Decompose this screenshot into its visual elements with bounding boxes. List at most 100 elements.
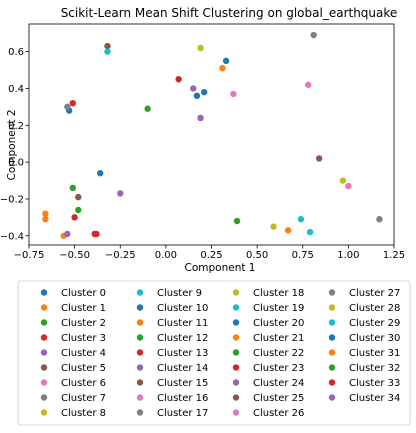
- data-point: [345, 182, 352, 190]
- data-point: [197, 44, 204, 52]
- legend-marker: [40, 349, 48, 356]
- legend-label: Cluster 33: [349, 378, 400, 389]
- legend-marker: [328, 349, 336, 356]
- data-point: [190, 85, 197, 92]
- data-point: [75, 193, 82, 201]
- legend-marker: [232, 349, 240, 356]
- legend-label: Cluster 8: [61, 408, 106, 419]
- legend-marker: [232, 409, 240, 416]
- y-tick-label: 0.0: [8, 158, 24, 169]
- legend-marker: [40, 334, 48, 341]
- data-point: [193, 92, 201, 100]
- legend-label: Cluster 2: [61, 318, 106, 329]
- legend-label: Cluster 15: [157, 378, 208, 389]
- legend-label: Cluster 4: [61, 348, 106, 359]
- data-point: [310, 31, 317, 39]
- x-axis: −0.75 −0.50 −0.25 0.00 0.25 0.50 0.75 1.00 1.25: [14, 245, 405, 261]
- x-tick-label: 0.50: [246, 250, 268, 261]
- legend-label: Cluster 22: [253, 348, 304, 359]
- data-point: [64, 103, 71, 111]
- x-tick-label: 0.00: [155, 250, 177, 261]
- legend-label: Cluster 12: [157, 333, 208, 344]
- legend: Cluster 0 Cluster 1 Cluster 2 Cluster 3 Clus…: [17, 280, 411, 426]
- legend-label: Cluster 34: [349, 393, 400, 404]
- data-point: [175, 76, 182, 83]
- legend-label: Cluster 5: [61, 363, 106, 374]
- legend-label: Cluster 28: [349, 303, 400, 314]
- legend-marker: [232, 304, 240, 311]
- legend-marker: [136, 409, 144, 416]
- data-point: [284, 227, 292, 234]
- x-tick-label: −0.75: [14, 250, 45, 261]
- data-point: [104, 48, 111, 55]
- data-point: [222, 57, 230, 65]
- legend-label: Cluster 14: [157, 363, 208, 374]
- data-point: [75, 206, 82, 214]
- plot-frame: [28, 23, 395, 246]
- legend-marker: [136, 334, 144, 341]
- legend-marker: [40, 319, 48, 326]
- x-tick-label: 1.00: [337, 250, 359, 261]
- plot-area: [28, 23, 395, 246]
- legend-frame: [17, 280, 411, 426]
- legend-label: Cluster 0: [61, 288, 106, 299]
- legend-marker: [232, 334, 240, 341]
- data-point: [315, 155, 323, 162]
- data-point: [69, 184, 77, 192]
- legend-label: Cluster 21: [253, 333, 304, 344]
- legend-label: Cluster 29: [349, 318, 400, 329]
- legend-label: Cluster 20: [253, 318, 304, 329]
- data-point: [305, 81, 312, 88]
- data-point: [270, 223, 277, 230]
- legend-marker: [136, 319, 144, 326]
- data-point: [339, 177, 347, 184]
- data-point: [201, 88, 208, 96]
- data-point: [96, 169, 104, 177]
- legend-label: Cluster 25: [253, 393, 304, 404]
- y-axis: −0.4 −0.2 0.0 0.2 0.4 0.6: [0, 47, 29, 242]
- legend-marker: [328, 304, 336, 311]
- legend-label: Cluster 9: [157, 288, 202, 299]
- legend-marker: [136, 349, 144, 356]
- data-point: [104, 42, 111, 50]
- legend-label: Cluster 13: [157, 348, 208, 359]
- data-point: [297, 216, 305, 223]
- data-point: [117, 190, 124, 197]
- x-tick-label: −0.50: [59, 250, 90, 261]
- data-point: [42, 216, 49, 223]
- legend-marker: [232, 319, 240, 326]
- data-point: [197, 114, 204, 122]
- legend-marker: [232, 379, 240, 386]
- legend-label: Cluster 18: [253, 288, 304, 299]
- legend-marker: [328, 334, 336, 341]
- x-tick-label: −0.25: [105, 250, 136, 261]
- x-tick-label: 0.25: [200, 250, 222, 261]
- legend-label: Cluster 16: [157, 393, 208, 404]
- legend-marker: [40, 289, 48, 296]
- data-point: [230, 90, 237, 98]
- legend-label: Cluster 6: [61, 378, 106, 389]
- data-point: [69, 99, 77, 107]
- legend-label: Cluster 19: [253, 303, 304, 314]
- y-tick-label: 0.2: [8, 121, 24, 132]
- legend-marker: [136, 394, 144, 401]
- legend-marker: [328, 364, 336, 371]
- legend-marker: [40, 304, 48, 311]
- legend-label: Cluster 31: [349, 348, 400, 359]
- legend-marker: [40, 379, 48, 386]
- legend-marker: [136, 289, 144, 296]
- data-point: [91, 230, 98, 238]
- y-tick-label: −0.2: [0, 194, 24, 205]
- data-point: [219, 65, 226, 72]
- data-point: [71, 214, 78, 221]
- legend-label: Cluster 10: [157, 303, 208, 314]
- legend-label: Cluster 11: [157, 318, 208, 329]
- legend-marker: [136, 379, 144, 386]
- x-axis-label: Component 1: [185, 262, 256, 274]
- data-point: [306, 228, 314, 236]
- data-point: [64, 230, 71, 238]
- y-tick-label: 0.6: [8, 47, 24, 58]
- y-tick-label: −0.4: [0, 231, 24, 242]
- legend-marker: [328, 394, 336, 401]
- legend-marker: [328, 379, 336, 386]
